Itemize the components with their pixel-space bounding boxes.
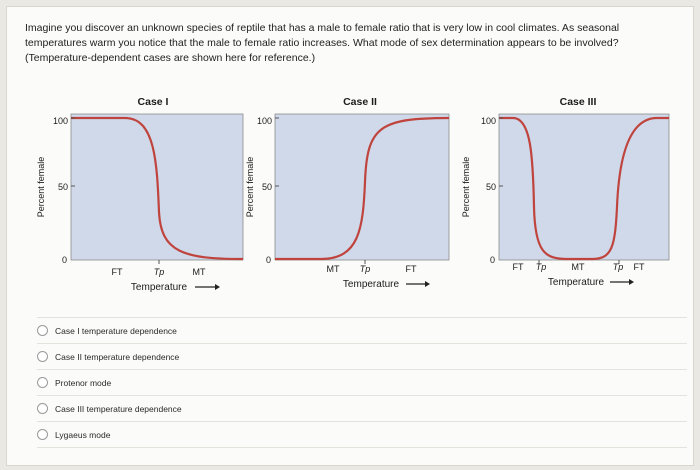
case-3-tick-100: 100 bbox=[481, 116, 496, 126]
case-1-tick-100: 100 bbox=[53, 116, 68, 126]
option-label: Protenor mode bbox=[55, 377, 112, 388]
case-1-xlabel-ft: FT bbox=[112, 267, 123, 277]
question-card: Imagine you discover an unknown species … bbox=[6, 6, 694, 466]
case-3-arrow-icon bbox=[629, 279, 634, 285]
option-label: Case III temperature dependence bbox=[55, 403, 182, 414]
radio-button[interactable] bbox=[37, 377, 48, 388]
case-1-tick-50: 50 bbox=[58, 182, 68, 192]
case-2-tick-50: 50 bbox=[262, 182, 272, 192]
case-2-xlabel-mt: MT bbox=[327, 264, 340, 274]
option-case-1[interactable]: Case I temperature dependence bbox=[37, 317, 687, 343]
radio-button[interactable] bbox=[37, 403, 48, 414]
case-2-curve bbox=[275, 116, 450, 261]
case-1-temperature-label: Temperature bbox=[131, 282, 188, 293]
option-case-2[interactable]: Case II temperature dependence bbox=[37, 343, 687, 369]
case-3-tick-50: 50 bbox=[486, 182, 496, 192]
case-2-arrow-icon bbox=[425, 281, 430, 287]
case-3-xlabel-ft-right: FT bbox=[634, 262, 645, 272]
option-label: Lygaeus mode bbox=[55, 429, 111, 440]
sex-determination-figure: Case I 100 50 0 Percent female FT Tp MT … bbox=[36, 96, 670, 293]
case-3-xlabel-tp-left: Tp bbox=[536, 262, 547, 272]
case-3-curve bbox=[499, 116, 669, 261]
case-2-tick-0: 0 bbox=[266, 255, 271, 265]
option-label: Case I temperature dependence bbox=[55, 325, 177, 336]
case-3-xlabel-tp-right: Tp bbox=[613, 262, 624, 272]
case-1-arrow-icon bbox=[215, 284, 220, 290]
option-lygaeus[interactable]: Lygaeus mode bbox=[37, 421, 687, 448]
case-1-curve bbox=[71, 116, 244, 261]
case-2-xlabel-ft: FT bbox=[406, 264, 417, 274]
case-2-xlabel-tp: Tp bbox=[360, 264, 371, 274]
case-2-tick-100: 100 bbox=[257, 116, 272, 126]
case-3-ylabel: Percent female bbox=[461, 157, 471, 218]
answer-options: Case I temperature dependence Case II te… bbox=[37, 317, 687, 448]
case-2-temperature-label: Temperature bbox=[343, 279, 400, 290]
case-2-plot-area bbox=[274, 113, 450, 261]
radio-button[interactable] bbox=[37, 325, 48, 336]
case-1-xlabel-mt: MT bbox=[193, 267, 206, 277]
case-3-tick-0: 0 bbox=[490, 255, 495, 265]
case-1-xlabel-tp: Tp bbox=[154, 267, 165, 277]
case-3-title: Case III bbox=[560, 96, 597, 108]
option-protenor[interactable]: Protenor mode bbox=[37, 369, 687, 395]
option-case-3[interactable]: Case III temperature dependence bbox=[37, 395, 687, 421]
case-1-tick-0: 0 bbox=[62, 255, 67, 265]
case-1-ylabel: Percent female bbox=[36, 157, 46, 218]
option-label: Case II temperature dependence bbox=[55, 351, 180, 362]
case-3-plot-area bbox=[498, 113, 670, 261]
radio-button[interactable] bbox=[37, 351, 48, 362]
case-3-temperature-label: Temperature bbox=[548, 277, 605, 288]
question-text: Imagine you discover an unknown species … bbox=[25, 22, 620, 64]
case-2-ylabel: Percent female bbox=[245, 157, 255, 218]
radio-button[interactable] bbox=[37, 429, 48, 440]
case-2-title: Case II bbox=[343, 96, 377, 108]
case-3-xlabel-ft-left: FT bbox=[513, 262, 524, 272]
case-1-title: Case I bbox=[138, 96, 169, 108]
case-3-xlabel-mt: MT bbox=[572, 262, 585, 272]
